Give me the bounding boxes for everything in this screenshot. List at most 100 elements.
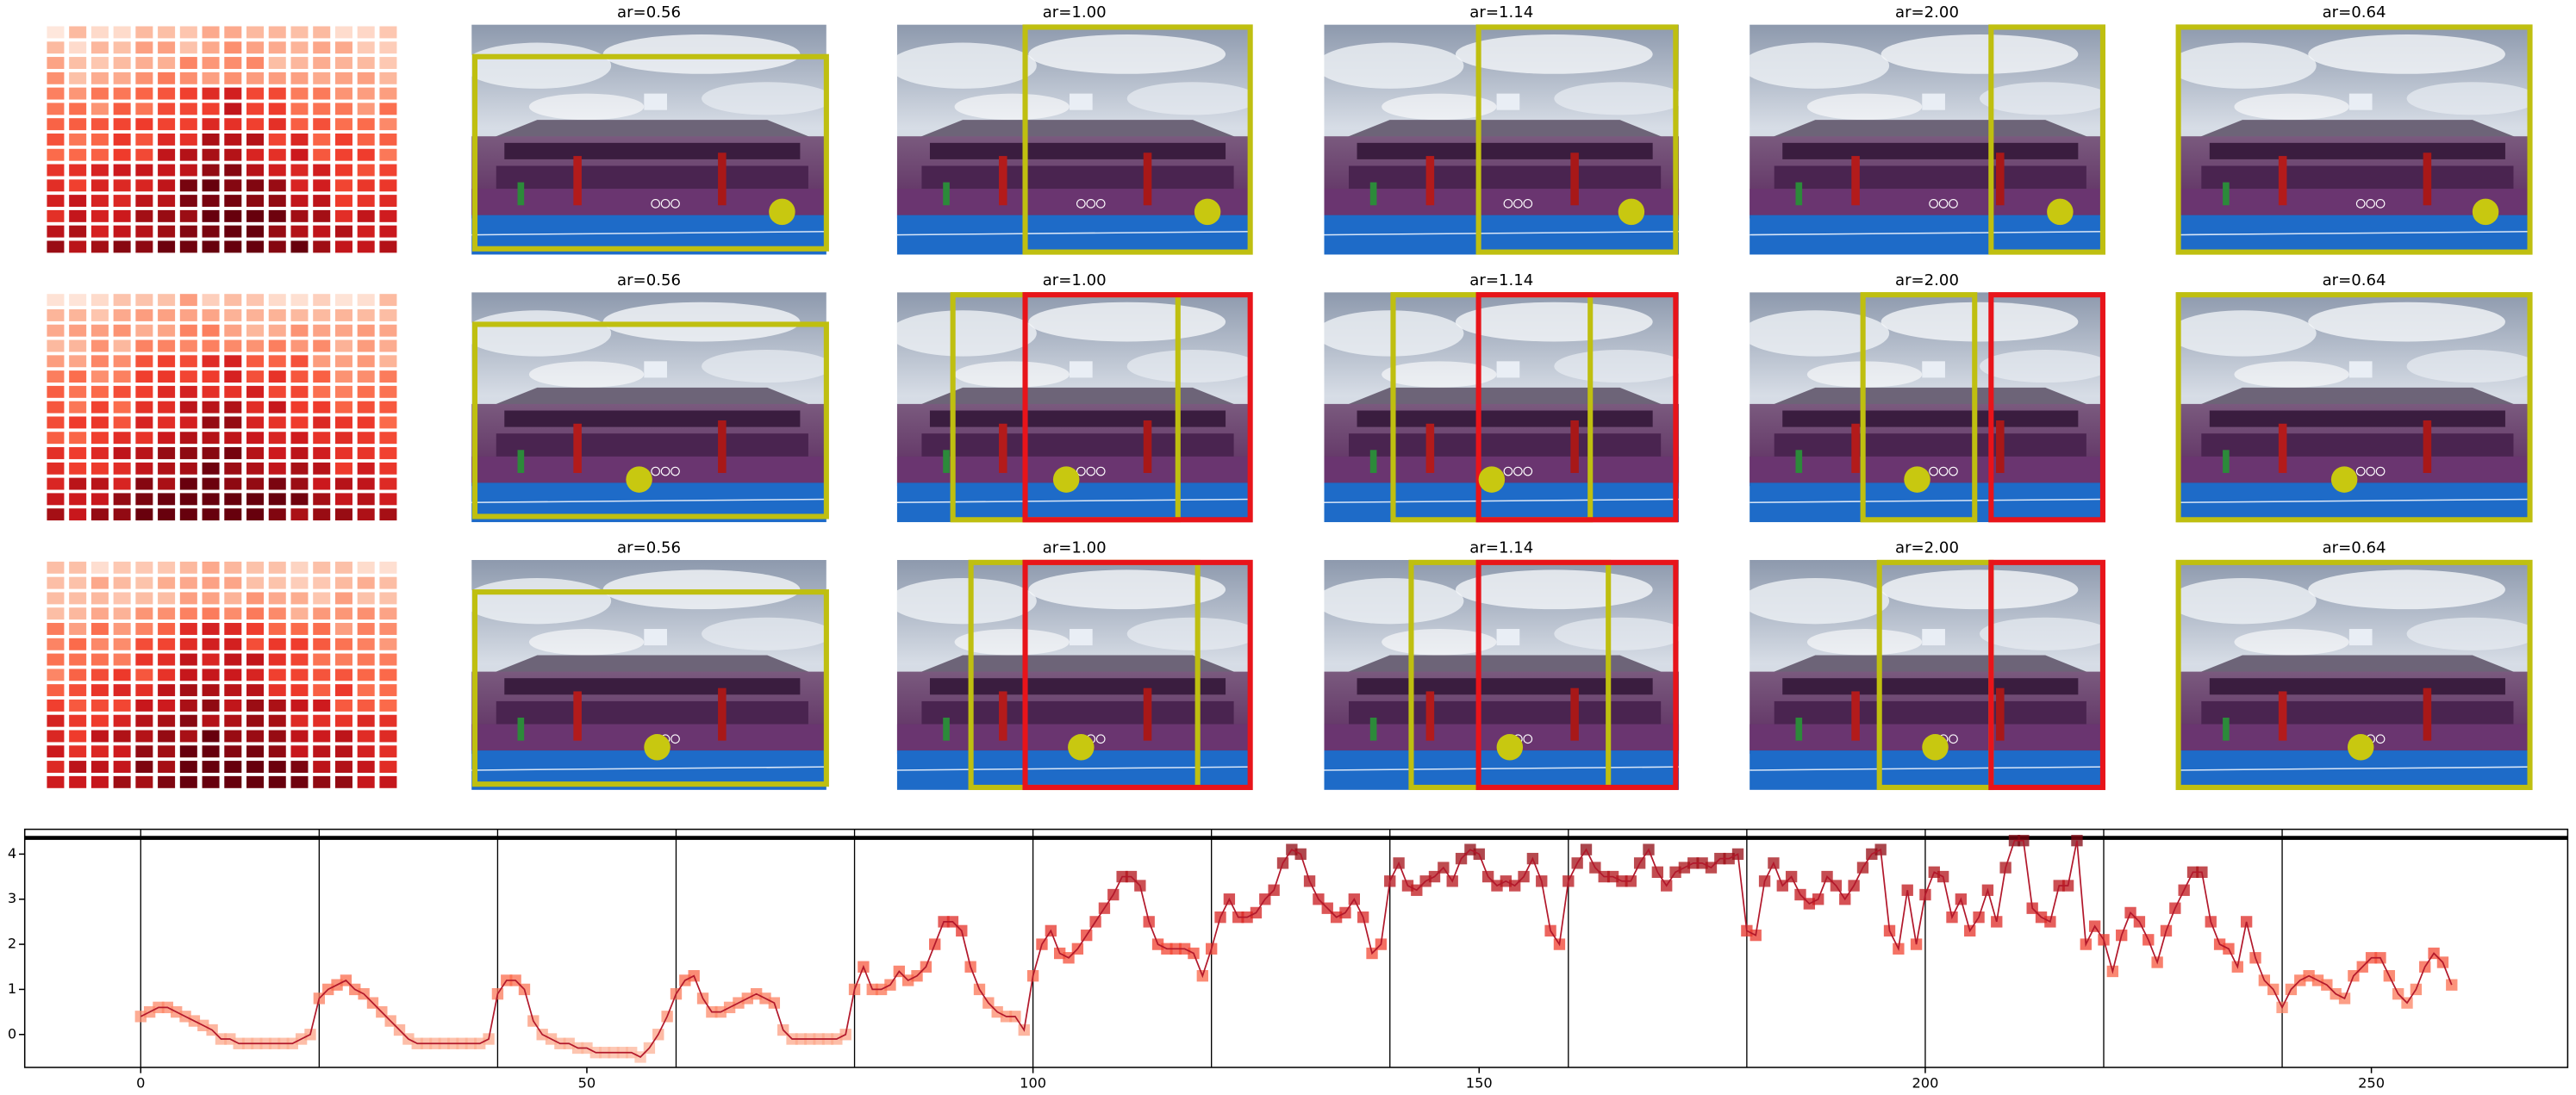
heatmap-cell [290,576,309,589]
heatmap-cell [379,148,397,161]
heatmap-cell [158,355,176,368]
point-marker [2047,198,2074,226]
heatmap-cell [113,447,131,459]
point-marker [2330,466,2358,493]
heatmap-cell [357,416,375,429]
heatmap-cell [202,462,220,475]
heatmap-cell [334,432,352,445]
heatmap-cell [379,699,397,712]
heatmap-cell [313,87,331,100]
heatmap-cell [224,57,242,69]
heatmap-cell [290,607,309,620]
heatmap-cell [334,638,352,650]
heatmap-cell [246,699,265,712]
heatmap-cell [113,653,131,666]
heatmap-cell [47,225,65,238]
heatmap-cell [224,401,242,414]
ref-box [1988,292,2105,523]
heatmap-cell [224,508,242,521]
heatmap-cell [47,148,65,161]
heatmap-cell [179,669,197,681]
heatmap-cell [47,370,65,383]
heatmap-cell [290,41,309,54]
heatmap-cell [224,607,242,620]
ref-box [1022,559,1253,791]
heatmap-cell [246,118,265,131]
heatmap-cell [379,339,397,352]
heatmap-cell [135,240,153,253]
heatmap-cell [357,462,375,475]
heatmap-cell [179,225,197,238]
heatmap-cell [246,477,265,490]
heatmap-cell [313,339,331,352]
heatmap-cell [313,576,331,589]
heatmap-cell [113,477,131,490]
point-marker [769,198,795,226]
heatmap-cell [47,761,65,774]
heatmap-cell [179,775,197,788]
heatmap-cell [135,164,153,177]
panel-title: ar=2.00 [1895,3,1959,22]
heatmap-cell [135,26,153,39]
heatmap-cell [290,561,309,574]
point-marker [1922,734,1949,761]
heatmap-cell [334,416,352,429]
heatmap-cell [158,370,176,383]
heatmap-cell [47,164,65,177]
panel-title: ar=0.56 [617,271,681,289]
heatmap-cell [202,133,220,146]
heatmap-cell [113,195,131,208]
point-marker [626,466,652,493]
heatmap-cell [179,355,197,368]
heatmap-cell [179,561,197,574]
x-tick-label: 0 [136,1075,145,1092]
panel-title: ar=2.00 [1895,271,1959,289]
heatmap-cell [158,775,176,788]
heatmap-cell [69,164,87,177]
heatmap-cell [179,508,197,521]
x-tick-label: 150 [1466,1075,1493,1092]
heatmap-cell [290,240,309,253]
heatmap-cell [158,57,176,69]
point-marker [1496,734,1524,761]
heatmap-cell [158,607,176,620]
heatmap-cell [47,576,65,589]
heatmap-cell [47,714,65,727]
heatmap-cell [158,87,176,100]
heatmap-cell [202,638,220,650]
heatmap-cell [290,179,309,192]
heatmap-cell [47,684,65,697]
heatmap-cell [69,385,87,398]
heatmap-cell [135,653,153,666]
heatmap-cell [113,339,131,352]
heatmap-cell [246,730,265,743]
heatmap-cell [69,592,87,605]
heatmap-cell [113,561,131,574]
heatmap-cell [268,730,286,743]
heatmap-cell [90,561,109,574]
heatmap-cell [202,607,220,620]
crop-box [1860,292,1978,523]
heatmap-cell [113,133,131,146]
heatmap-cell [135,179,153,192]
heatmap-cell [313,416,331,429]
heatmap-cell [202,730,220,743]
heatmap-cell [135,432,153,445]
heatmap-cell [246,508,265,521]
heatmap-cell [90,103,109,115]
heatmap-cell [246,370,265,383]
heatmap-cell [246,592,265,605]
heatmap-cell [313,118,331,131]
marker [2446,979,2458,991]
heatmap-cell [69,576,87,589]
heatmap-cell [135,714,153,727]
heatmap-cell [202,179,220,192]
heatmap-cell [224,561,242,574]
heatmap-cell [158,209,176,222]
heatmap-cell [357,508,375,521]
heatmap-cell [334,447,352,459]
heatmap-cell [47,294,65,307]
heatmap-cell [334,592,352,605]
heatmap-cell [90,339,109,352]
heatmap-cell [379,324,397,337]
